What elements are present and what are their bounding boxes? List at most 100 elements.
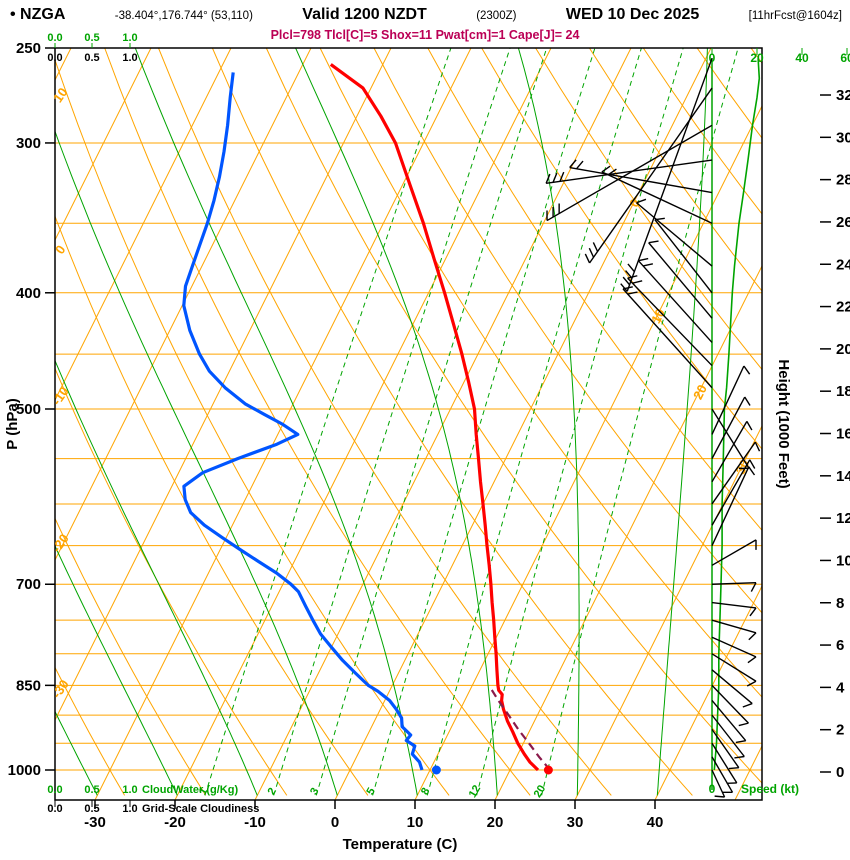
wind-barb-tick: [601, 165, 611, 173]
mixing-ratio-line: [372, 48, 596, 796]
wind-barb-tick: [728, 766, 739, 770]
wind-barb-tick: [569, 159, 577, 168]
cloudiness-scale-bottom: 0.5: [84, 803, 99, 815]
dewpoint-curve: [182, 72, 424, 771]
height-tick-label: 20: [836, 341, 850, 358]
wind-barb-tick: [714, 795, 725, 798]
dry-adiabat-line: [588, 48, 762, 292]
wind-barb-staff: [711, 684, 749, 724]
wind-barb-tick: [584, 253, 591, 264]
temperature-tick-label: 0: [331, 814, 339, 831]
pressure-tick-label: 500: [16, 401, 41, 418]
wind-barb-staff: [626, 58, 713, 292]
wind-barb-staff: [711, 421, 748, 483]
valid-date: WED 10 Dec 2025: [565, 6, 700, 23]
wind-barb-tick: [742, 702, 753, 708]
surface-dewpoint-dot: [431, 765, 441, 775]
cloudwater-scale-bottom: 0.5: [84, 784, 99, 796]
height-tick-label: 24: [836, 256, 850, 273]
height-tick-label: 26: [836, 214, 850, 231]
wind-barb-staff: [636, 202, 713, 267]
wind-barb-tick: [747, 656, 757, 664]
speed-scale-label: 20: [750, 51, 764, 65]
dry-adiabat-label: -20: [49, 531, 72, 555]
pressure-tick-label: 700: [16, 576, 41, 593]
moist-adiabat-line: [295, 48, 498, 796]
stability-indices: Plcl=798 Tlcl[C]=5 Shox=11 Pwat[cm]=1 Ca…: [270, 28, 580, 42]
wind-barb-staff: [711, 601, 757, 609]
wind-barb-staff: [711, 769, 726, 798]
height-tick-label: 12: [836, 510, 850, 527]
temperature-tick-label: 20: [487, 814, 504, 831]
temperature-tick-label: -30: [84, 814, 106, 831]
height-tick-label: 30: [836, 129, 850, 146]
wind-barb-tick: [625, 270, 633, 279]
pressure-tick-label: 850: [16, 677, 41, 694]
dry-adiabat-line: [104, 48, 531, 796]
moist-adiabat-line: [55, 359, 258, 796]
dry-adiabat-label: -30: [49, 677, 72, 701]
cloudiness-scale-bottom: 0.0: [47, 803, 62, 815]
height-tick-label: 10: [836, 552, 850, 569]
height-tick-label: 0: [836, 764, 844, 781]
wind-barb-staff: [711, 459, 751, 526]
temperature-tick-label: 10: [407, 814, 424, 831]
isotherm-line: [55, 48, 232, 402]
wind-barb-tick: [620, 283, 628, 292]
isotherm-line: [254, 48, 632, 800]
wind-barb-staff: [654, 219, 713, 294]
wind-barb-tick: [754, 441, 761, 452]
wind-barb-staff: [601, 171, 713, 224]
wind-barb-staff: [627, 277, 713, 367]
wind-barb-tick: [576, 160, 584, 170]
cloudiness-label: Grid-Scale Cloudiness: [142, 803, 259, 815]
wind-barb-tick: [748, 466, 756, 476]
temperature-tick-label: -20: [164, 814, 186, 831]
dry-adiabat-line: [55, 666, 126, 796]
mixing-ratio-line: [476, 48, 684, 796]
mixing-ratio-label: 2: [266, 786, 279, 797]
wind-barb-staff: [711, 742, 738, 784]
moist-adiabat-line: [656, 48, 708, 796]
wind-barb-staff: [711, 396, 746, 459]
wind-barbs: [545, 58, 761, 798]
isotherm-line: [414, 104, 762, 800]
wind-barb-tick: [748, 632, 757, 641]
cloudwater-scale-top: 1.0: [122, 32, 137, 44]
isotherm-line: [55, 48, 312, 562]
wind-barb-tick: [735, 739, 746, 744]
wind-barb-tick: [627, 263, 635, 273]
dry-adiabat-line: [55, 214, 369, 796]
cloudwater-scale-top: 0.0: [47, 32, 62, 44]
wind-barb-tick: [627, 291, 638, 295]
pressure-tick-label: 400: [16, 285, 41, 302]
mixing-ratio-label: 8: [419, 786, 432, 797]
wind-barb-staff: [711, 653, 757, 682]
temperature-axis-label: Temperature (C): [343, 836, 458, 853]
wind-speed-profile: [713, 58, 761, 771]
wind-barb-staff: [711, 582, 757, 585]
mixing-ratio-line: [426, 48, 642, 796]
wind-barb-tick: [559, 171, 565, 182]
wind-barb-tick: [638, 257, 649, 262]
wind-barb-tick: [588, 247, 595, 258]
wind-barb-staff: [711, 756, 734, 793]
wind-barb-staff: [546, 124, 713, 222]
wind-barb-tick: [622, 276, 631, 286]
wind-barb-tick: [744, 396, 751, 406]
height-tick-label: 6: [836, 637, 844, 654]
wind-barb-tick: [746, 680, 757, 687]
wind-barb-tick: [749, 459, 756, 469]
height-axis-label: Height (1000 Feet): [775, 359, 792, 488]
wind-barb-staff: [648, 242, 713, 319]
dry-adiabat-line: [373, 48, 762, 614]
valid-time: Valid 1200 NZDT: [302, 6, 427, 23]
wind-barb-tick: [636, 198, 647, 204]
wind-barb-tick: [734, 755, 745, 759]
mixing-ratio-label: 1: [197, 786, 210, 797]
wind-barb-staff: [711, 728, 740, 769]
mixing-ratio-line: [315, 48, 548, 796]
height-tick-label: 2: [836, 722, 844, 739]
cloudwater-scale-bottom: 1.0: [122, 784, 137, 796]
wind-barb-staff: [711, 466, 750, 546]
